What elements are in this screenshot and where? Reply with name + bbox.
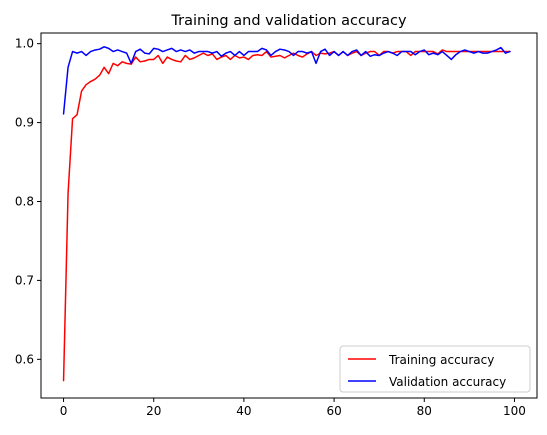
x-tick-label: 80: [417, 404, 432, 418]
y-tick-label: 0.6: [15, 352, 34, 366]
legend: Training accuracy Validation accuracy: [339, 345, 531, 393]
x-tick-label: 20: [146, 404, 161, 418]
y-tick-label: 0.8: [15, 194, 34, 208]
x-tick-label: 60: [326, 404, 341, 418]
legend-label-training: Training accuracy: [388, 353, 494, 367]
y-axis: 0.6 0.7 0.8 0.9 1.0: [15, 37, 41, 366]
y-tick-label: 1.0: [15, 37, 34, 51]
y-tick-label: 0.7: [15, 273, 34, 287]
x-tick-label: 100: [503, 404, 526, 418]
chart-title: Training and validation accuracy: [170, 13, 407, 29]
legend-box: [339, 345, 531, 393]
plot-frame: [40, 32, 538, 399]
legend-label-validation: Validation accuracy: [389, 375, 506, 389]
training-accuracy-line: [62, 49, 511, 382]
series-group: [62, 46, 511, 382]
x-tick-label: 0: [60, 404, 68, 418]
validation-accuracy-line: [62, 46, 511, 115]
x-axis: 0 20 40 60 80 100: [60, 398, 526, 418]
y-tick-label: 0.9: [15, 116, 34, 130]
x-tick-label: 40: [236, 404, 251, 418]
